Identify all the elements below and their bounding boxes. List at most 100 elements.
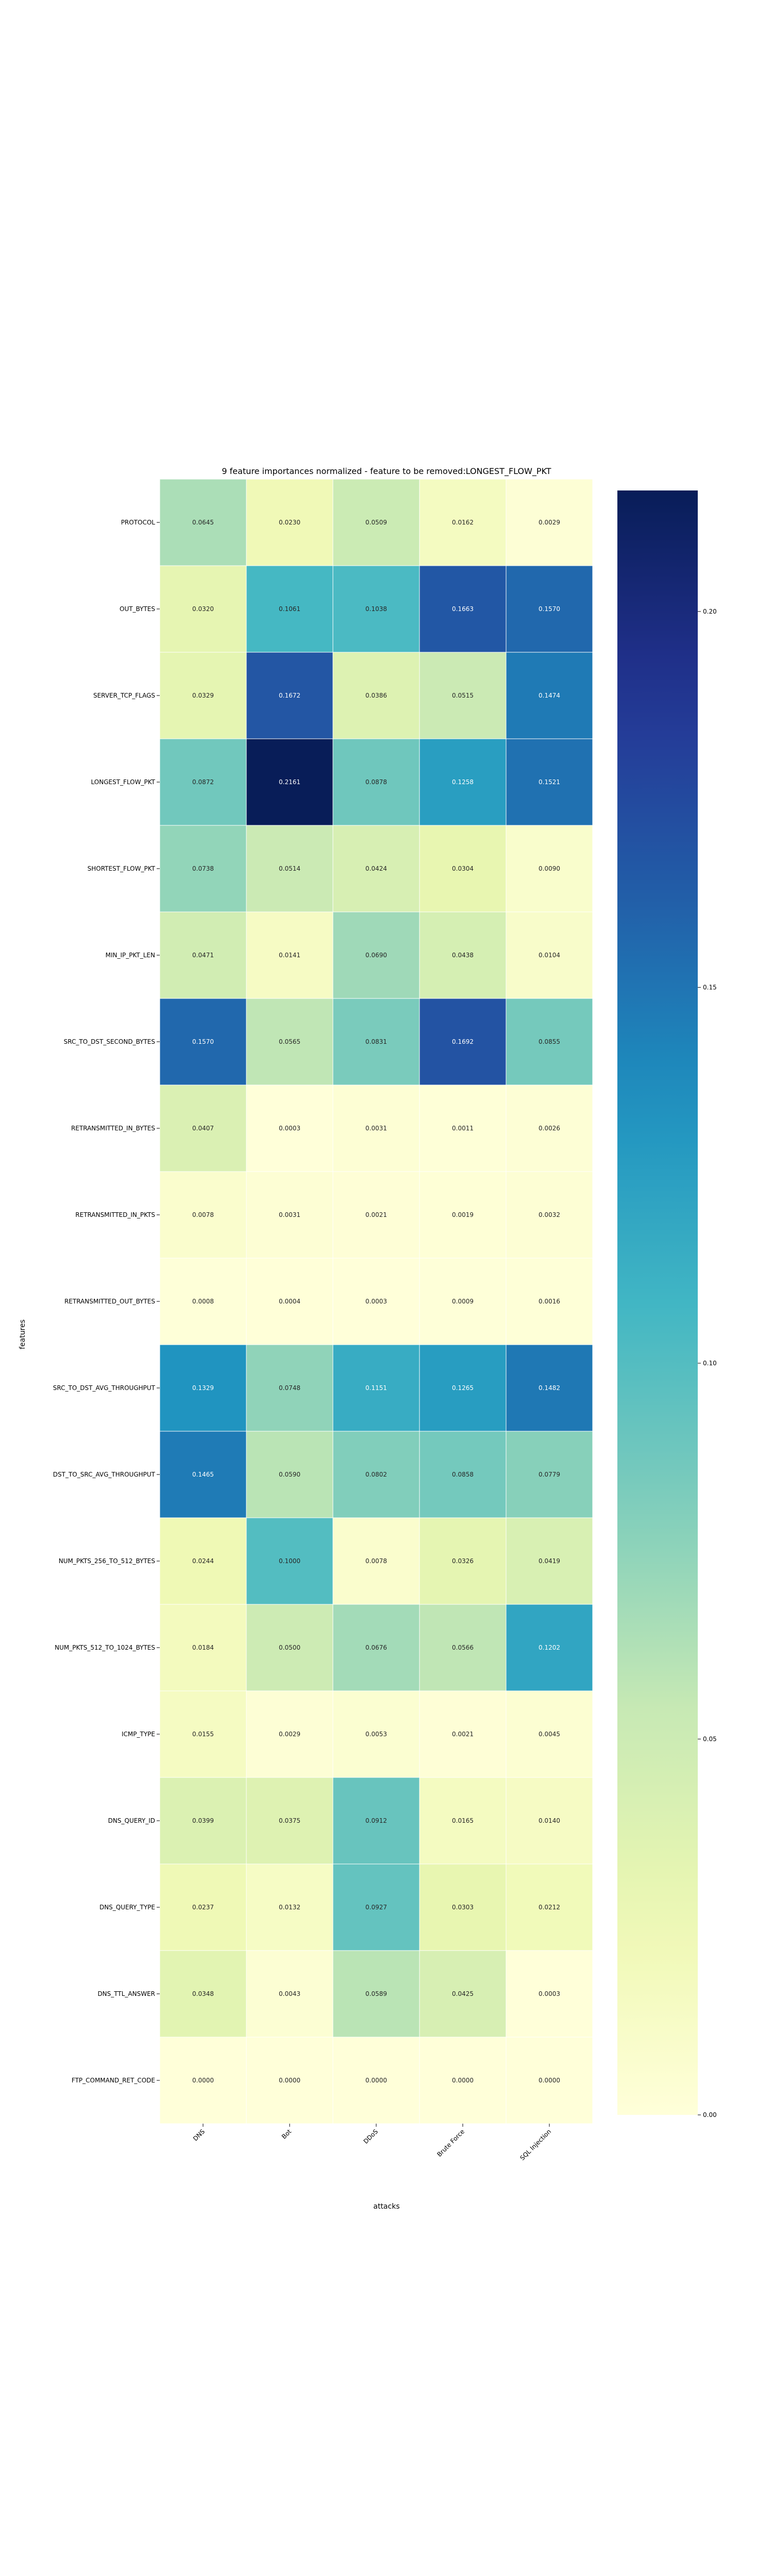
cell-value-label: 0.0000 [279,2077,300,2084]
heatmap-cell [159,1344,247,1432]
heatmap-cell [506,1690,593,1778]
heatmap-cell [506,825,593,912]
cell-value-label: 0.0779 [539,1471,560,1478]
cell-value-label: 0.0878 [365,778,387,786]
heatmap-cell [419,738,507,826]
heatmap-cell [419,1431,507,1518]
heatmap-cell [159,1084,247,1172]
heatmap-cell [332,911,420,999]
cell-value-label: 0.0155 [192,1731,214,1738]
heatmap-cell [419,1517,507,1605]
cell-value-label: 0.1061 [279,605,300,613]
heatmap-cell [159,1604,247,1691]
cell-value-label: 0.0237 [192,1904,214,1911]
heatmap-cell [332,1604,420,1691]
cell-value-label: 0.1265 [452,1384,474,1392]
y-tick-label: RETRANSMITTED_IN_BYTES [71,1125,155,1132]
cell-value-label: 0.0184 [192,1644,214,1651]
cell-value-label: 0.0515 [452,692,474,699]
cell-value-label: 0.0045 [539,1731,560,1738]
y-tick-label: OUT_BYTES [120,605,155,613]
cell-value-label: 0.0026 [539,1125,560,1132]
cell-value-label: 0.0858 [452,1471,474,1478]
cell-value-label: 0.0031 [279,1211,300,1218]
cell-value-label: 0.1692 [452,1038,474,1045]
colorbar-tick-label: 0.20 [703,608,717,615]
y-tick-label: NUM_PKTS_512_TO_1024_BYTES [55,1644,155,1651]
heatmap-cell [246,652,333,739]
heatmap-cell-labels: 0.0645 0.0230 0.0509 0.0162 0.0029 0.0320 0.10… [192,519,560,2084]
heatmap-cell [332,738,420,826]
heatmap-cell [506,998,593,1086]
cell-value-label: 0.0303 [452,1904,474,1911]
cell-value-label: 0.0438 [452,952,474,959]
heatmap-cell [246,738,333,826]
x-tick-label: DNS [192,2128,206,2142]
cell-value-label: 0.0471 [192,952,214,959]
heatmap-cell [246,479,333,566]
cell-value-label: 0.0078 [192,1211,214,1218]
heatmap-cell [159,565,247,653]
heatmap-cell [332,1084,420,1172]
heatmap-cell [159,998,247,1086]
heatmap-cell [246,1950,333,2038]
heatmap-cell [419,1171,507,1259]
heatmap-cell [332,1950,420,2038]
cell-value-label: 0.0016 [539,1298,560,1305]
heatmap-cell [419,652,507,739]
cell-value-label: 0.1521 [539,778,560,786]
heatmap-cell [506,1344,593,1432]
cell-value-label: 0.0003 [365,1298,387,1305]
heatmap-cell [506,479,593,566]
cell-value-label: 0.0676 [365,1644,387,1651]
cell-value-label: 0.0425 [452,1990,474,1997]
colorbar-tick-label: 0.15 [703,984,717,991]
heatmap-cell [246,1171,333,1259]
y-tick-label: DST_TO_SRC_AVG_THROUGHPUT [53,1471,156,1478]
cell-value-label: 0.0029 [279,1731,300,1738]
cell-value-label: 0.0912 [365,1817,387,1824]
cell-value-label: 0.1000 [279,1557,300,1565]
heatmap-cell [246,1863,333,1951]
heatmap-cell [246,1517,333,1605]
heatmap-cell [332,1171,420,1259]
cell-value-label: 0.0021 [452,1731,474,1738]
x-axis: DNS Bot DDoS Brute Force SQL Injection [192,2124,552,2162]
cell-value-label: 0.0212 [539,1904,560,1911]
heatmap-cell [506,1950,593,2038]
heatmap-cell [506,1171,593,1259]
cell-value-label: 0.1465 [192,1471,214,1478]
y-tick-label: RETRANSMITTED_IN_PKTS [75,1211,155,1218]
heatmap-cell [159,1258,247,1345]
y-axis-label: features [19,1319,27,1349]
heatmap-cell [246,1777,333,1865]
cell-value-label: 0.0000 [452,2077,474,2084]
heatmap-cell [419,1344,507,1432]
y-tick-label: MIN_IP_PKT_LEN [106,952,155,959]
cell-value-label: 0.1258 [452,778,474,786]
cell-value-label: 0.0165 [452,1817,474,1824]
cell-value-label: 0.0244 [192,1557,214,1565]
x-axis-label: attacks [373,2202,399,2211]
heatmap-cell [246,565,333,653]
y-tick-label: SRC_TO_DST_SECOND_BYTES [64,1038,155,1045]
heatmap-cell [332,825,420,912]
heatmap-cell [419,1084,507,1172]
heatmap-cell [159,1431,247,1518]
heatmap-cell [419,479,507,566]
colorbar-tick-label: 0.00 [703,2111,717,2119]
cell-value-label: 0.0021 [365,1211,387,1218]
cell-value-label: 0.0132 [279,1904,300,1911]
heatmap-cell [506,1863,593,1951]
heatmap-cell [332,1777,420,1865]
cell-value-label: 0.0162 [452,519,474,526]
cell-value-label: 0.0031 [365,1125,387,1132]
y-axis: PROTOCOL OUT_BYTES SERVER_TCP_FLAGS LONGEST… [53,519,160,2084]
heatmap-cell [332,1344,420,1432]
heatmap-cell [506,652,593,739]
cell-value-label: 0.0230 [279,519,300,526]
heatmap-cell [419,1863,507,1951]
heatmap-cell [159,825,247,912]
cell-value-label: 0.0872 [192,778,214,786]
